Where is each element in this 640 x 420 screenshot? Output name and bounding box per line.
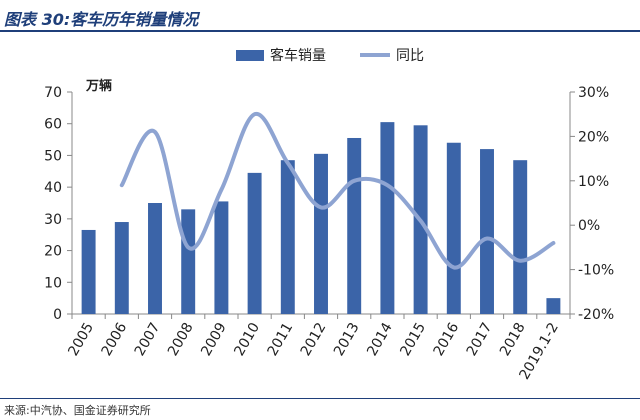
figure-title: 图表 30:客车历年销量情况 [4, 10, 199, 29]
bar [214, 201, 229, 314]
bar [148, 203, 162, 314]
left-tick-label: 70 [44, 85, 62, 101]
right-tick-label: 0% [578, 218, 600, 234]
bar [446, 142, 461, 314]
bar-series [81, 122, 561, 314]
x-tick-label: 2008 [165, 320, 197, 359]
left-tick-label: 40 [44, 180, 62, 196]
left-tick-label: 0 [53, 307, 62, 323]
right-tick-label: -20% [578, 307, 614, 323]
right-tick-label: 20% [578, 129, 609, 145]
legend-bar-swatch [236, 50, 264, 61]
left-tick-label: 50 [44, 148, 62, 164]
x-tick-label: 2013 [331, 320, 363, 359]
x-tick-label: 2012 [298, 320, 330, 359]
bar [513, 160, 528, 314]
left-tick-label: 30 [44, 212, 62, 228]
bar [347, 137, 362, 314]
left-tick-label: 20 [44, 244, 62, 260]
x-tick-label: 2006 [99, 320, 131, 359]
bar [314, 153, 328, 314]
x-tick-label: 2007 [132, 320, 164, 359]
source-note: 来源:中汽协、国金证券研究所 [4, 404, 151, 417]
right-tick-label: -10% [578, 263, 614, 279]
x-tick-label: 2005 [65, 320, 97, 359]
x-tick-label: 2010 [231, 320, 263, 359]
legend-line-label: 同比 [396, 48, 424, 64]
left-tick-label: 10 [44, 275, 62, 291]
x-tick-label: 2018 [497, 320, 529, 359]
figure-title-bar: 图表 30:客车历年销量情况 [0, 0, 640, 32]
x-tick-label: 2014 [364, 320, 396, 359]
x-axis: 2005 2006 2007 2008 2009 2010 2011 2012 2013 2014… [65, 313, 571, 383]
left-tick-label: 60 [44, 117, 62, 133]
x-tick-label: 2015 [397, 320, 429, 359]
right-axis: -20% -10% 0% 10% 20% 30% [569, 85, 614, 323]
bar [81, 229, 96, 314]
yoy-line-series [119, 112, 556, 270]
x-tick-label: 2017 [464, 320, 496, 359]
bar [181, 209, 196, 314]
bar [380, 122, 395, 314]
left-axis: 0 10 20 30 40 50 60 70 [44, 85, 73, 323]
x-tick-label: 2009 [198, 320, 230, 359]
right-tick-label: 30% [578, 85, 609, 101]
bar [280, 160, 295, 314]
legend: 客车销量 同比 [236, 47, 424, 64]
bar [546, 298, 561, 314]
y-axis-unit: 万辆 [85, 78, 112, 94]
source-bar: 来源:中汽协、国金证券研究所 [0, 398, 640, 420]
x-tick-label: 2011 [265, 320, 297, 359]
x-tick-label: 2016 [431, 320, 463, 359]
bar [247, 172, 262, 314]
legend-bar-label: 客车销量 [270, 47, 326, 64]
right-tick-label: 10% [578, 174, 609, 190]
bar [480, 149, 494, 314]
bar [114, 222, 129, 314]
